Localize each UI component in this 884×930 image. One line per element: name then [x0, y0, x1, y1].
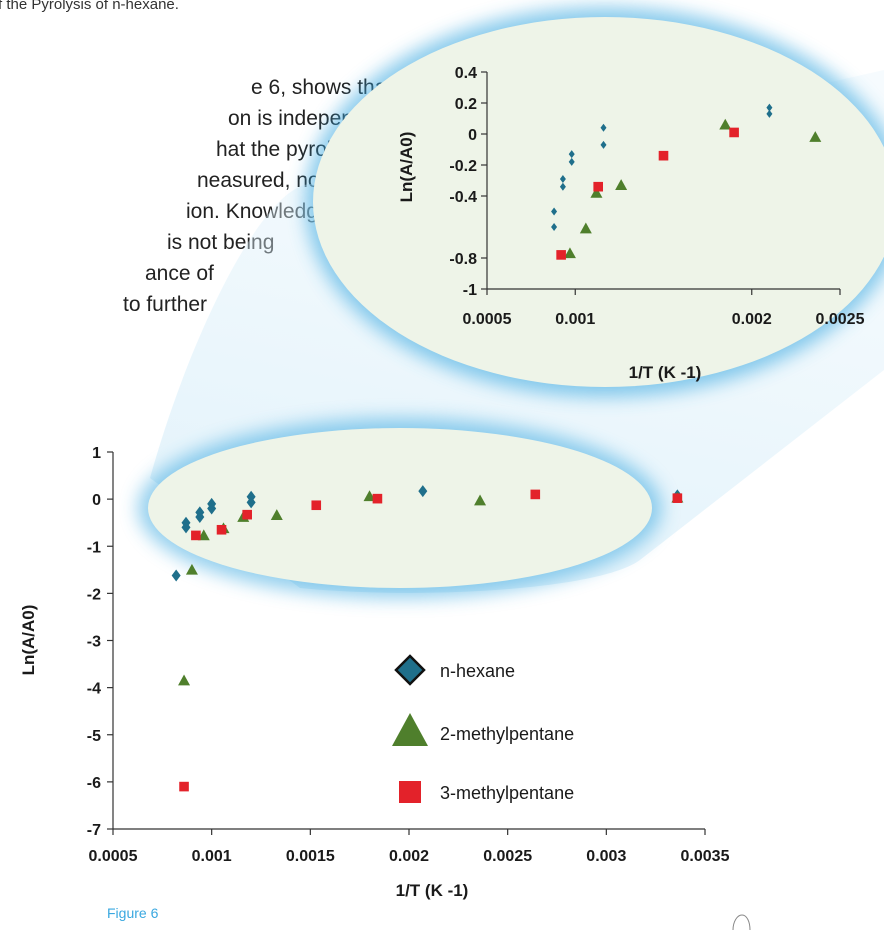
data-point-square	[216, 524, 227, 535]
y-tick-label: -1	[87, 539, 101, 556]
y-tick-label: 0	[92, 492, 101, 509]
zoom-bubble	[313, 17, 884, 387]
y-tick-label: -6	[87, 775, 101, 792]
inset-y-tick-label: -1	[463, 282, 477, 299]
data-point-square	[311, 500, 322, 511]
data-point-diamond	[246, 490, 256, 503]
legend-label: 2-methylpentane	[440, 724, 574, 744]
inset-x-tick-label: 0.0005	[463, 311, 512, 328]
legend-marker-square	[399, 781, 421, 803]
inset-data-point-triangle	[590, 186, 603, 198]
inset-y-axis-title: Ln(A/A0)	[397, 132, 416, 203]
chart-legend: n-hexane 2-methylpentane 3-methylpentane	[392, 654, 574, 803]
y-tick-label: -5	[87, 728, 101, 745]
body-line: ance of	[145, 262, 214, 285]
body-line: to further	[123, 293, 208, 316]
data-point-triangle	[270, 509, 283, 520]
x-axis-title: 1/T (K -1)	[396, 881, 469, 900]
inset-x-tick-label: 0.0025	[816, 311, 865, 328]
inset-y-tick-label: 0.2	[455, 96, 477, 113]
inset-data-point-square	[729, 127, 739, 138]
inset-chart-marks	[551, 103, 822, 260]
data-point-diamond	[171, 569, 181, 582]
zoom-source-ellipse	[148, 428, 652, 588]
inset-chart-axes: 0.4 0.2 0 -0.2 -0.4 -0.8 -1 0.0005 0.001 0.002 0.0…	[397, 65, 865, 382]
data-point-triangle	[178, 674, 191, 686]
y-axis-title: Ln(A/A0)	[19, 605, 38, 676]
data-point-triangle	[185, 563, 198, 575]
inset-data-point-diamond	[551, 207, 558, 216]
legend-label: n-hexane	[440, 661, 515, 681]
data-point-triangle	[474, 494, 487, 506]
main-chart-marks	[171, 485, 684, 792]
data-point-diamond	[207, 497, 217, 510]
data-point-square	[372, 493, 383, 504]
data-point-square	[672, 493, 683, 503]
y-tick-label: -4	[87, 681, 101, 698]
figure-label: Figure 6	[107, 905, 159, 921]
inset-data-point-diamond	[600, 140, 607, 149]
main-chart-axes: 1 0 -1 -2 -3 -4 -5 -6 -7 0.0005 0.001 0.0015 0.002 0.…	[19, 445, 730, 900]
inset-data-point-triangle	[719, 118, 732, 130]
inset-data-point-square	[556, 250, 566, 260]
inset-data-point-triangle	[809, 131, 822, 142]
inset-data-point-diamond	[551, 223, 558, 231]
data-point-square	[242, 509, 252, 520]
inset-data-point-triangle	[579, 222, 592, 234]
inset-data-point-triangle	[563, 247, 576, 259]
inset-data-point-diamond	[766, 103, 773, 112]
x-tick-label: 0.0005	[89, 848, 138, 865]
legend-label: 3-methylpentane	[440, 783, 574, 803]
inset-y-tick-label: -0.4	[449, 189, 477, 206]
y-tick-label: 1	[92, 445, 101, 462]
inset-data-point-square	[658, 150, 669, 161]
x-tick-label: 0.0035	[681, 848, 730, 865]
data-point-diamond	[418, 485, 428, 498]
legend-marker-triangle	[392, 713, 428, 746]
y-tick-label: -7	[87, 822, 101, 839]
x-tick-label: 0.003	[586, 848, 626, 865]
x-tick-label: 0.0015	[286, 848, 335, 865]
inset-y-tick-label: 0	[468, 127, 477, 144]
inset-y-tick-label: -0.2	[449, 158, 477, 175]
x-tick-label: 0.0025	[483, 848, 532, 865]
data-point-square	[191, 530, 201, 541]
inset-data-point-diamond	[568, 150, 575, 159]
data-point-diamond	[195, 506, 205, 519]
inset-data-point-triangle	[615, 179, 628, 190]
y-tick-label: -3	[87, 634, 101, 651]
inset-data-point-diamond	[559, 174, 566, 183]
data-point-square	[179, 781, 189, 792]
inset-x-axis-title: 1/T (K -1)	[629, 363, 702, 382]
inset-x-tick-label: 0.001	[555, 311, 595, 328]
data-point-triangle	[197, 529, 210, 541]
x-tick-label: 0.002	[389, 848, 429, 865]
inset-y-tick-label: 0.4	[455, 65, 477, 82]
data-point-triangle	[363, 490, 376, 502]
inset-data-point-diamond	[600, 123, 607, 132]
inset-x-tick-label: 0.002	[732, 311, 772, 328]
inset-y-tick-label: -0.8	[449, 251, 477, 268]
x-tick-label: 0.001	[192, 848, 232, 865]
page-corner-mark	[732, 914, 751, 930]
inset-data-point-diamond	[559, 182, 566, 191]
data-point-diamond	[181, 516, 191, 529]
inset-data-point-square	[593, 181, 603, 192]
inset-data-point-diamond	[568, 157, 575, 166]
inset-data-point-diamond	[766, 109, 773, 118]
data-point-square	[530, 489, 541, 500]
figure-caption-fragment: f the Pyrolysis of n-hexane.	[0, 0, 179, 13]
legend-marker-diamond	[394, 654, 426, 686]
y-tick-label: -2	[87, 586, 101, 603]
